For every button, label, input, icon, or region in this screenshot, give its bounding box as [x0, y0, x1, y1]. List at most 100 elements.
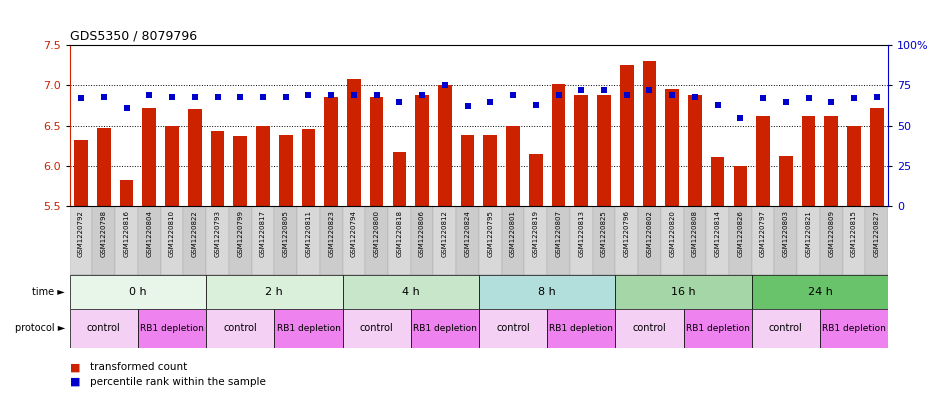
Text: RB1 depletion: RB1 depletion [413, 324, 477, 332]
Point [210, 94, 225, 100]
Bar [547, 309, 616, 348]
Bar [751, 275, 888, 309]
Bar [820, 309, 888, 348]
Text: GSM1220820: GSM1220820 [670, 210, 675, 257]
Bar [711, 157, 724, 206]
Bar [525, 206, 547, 275]
Point [256, 94, 271, 100]
Text: GSM1220803: GSM1220803 [783, 210, 789, 257]
Text: GSM1220792: GSM1220792 [78, 210, 84, 257]
Text: GSM1220827: GSM1220827 [874, 210, 880, 257]
Text: GSM1220809: GSM1220809 [829, 210, 834, 257]
Bar [206, 309, 274, 348]
Bar [847, 126, 861, 206]
Bar [74, 140, 88, 206]
Bar [575, 95, 588, 206]
Bar [188, 109, 202, 206]
Point [142, 92, 157, 98]
Point [392, 98, 406, 105]
Text: GSM1220798: GSM1220798 [100, 210, 107, 257]
Bar [797, 206, 820, 275]
Text: GSM1220815: GSM1220815 [851, 210, 857, 257]
Bar [229, 206, 252, 275]
Text: GSM1220808: GSM1220808 [692, 210, 698, 257]
Point [278, 94, 293, 100]
Bar [734, 166, 747, 206]
Point [733, 114, 748, 121]
Text: control: control [769, 323, 803, 333]
Bar [501, 206, 525, 275]
Point [483, 98, 498, 105]
Point [187, 94, 202, 100]
Bar [729, 206, 751, 275]
Text: 4 h: 4 h [402, 287, 419, 297]
Bar [529, 154, 542, 206]
Bar [484, 135, 498, 206]
Text: GSM1220814: GSM1220814 [714, 210, 721, 257]
Point [347, 92, 362, 98]
Bar [433, 206, 457, 275]
Text: GSM1220822: GSM1220822 [192, 210, 198, 257]
Bar [616, 309, 684, 348]
Bar [411, 309, 479, 348]
Bar [706, 206, 729, 275]
Bar [616, 206, 638, 275]
Bar [138, 309, 206, 348]
Point [119, 105, 134, 111]
Point [870, 94, 884, 100]
Text: RB1 depletion: RB1 depletion [550, 324, 613, 332]
Bar [115, 206, 138, 275]
Text: protocol ►: protocol ► [15, 323, 65, 333]
Bar [274, 206, 297, 275]
Bar [279, 135, 293, 206]
Bar [661, 206, 684, 275]
Text: 8 h: 8 h [538, 287, 556, 297]
Text: GSM1220818: GSM1220818 [396, 210, 403, 257]
Bar [751, 309, 820, 348]
Bar [320, 206, 342, 275]
Text: GSM1220806: GSM1220806 [419, 210, 425, 257]
Text: GSM1220824: GSM1220824 [465, 210, 471, 257]
Bar [297, 206, 320, 275]
Text: ■: ■ [70, 377, 80, 387]
Point [437, 82, 452, 88]
Point [551, 92, 566, 98]
Text: control: control [497, 323, 530, 333]
Bar [206, 206, 229, 275]
Text: 16 h: 16 h [671, 287, 696, 297]
Bar [665, 89, 679, 206]
Bar [347, 79, 361, 206]
Bar [342, 309, 411, 348]
Bar [551, 84, 565, 206]
Text: RB1 depletion: RB1 depletion [140, 324, 204, 332]
Bar [92, 206, 115, 275]
Bar [392, 152, 406, 206]
Bar [751, 206, 775, 275]
Text: GSM1220811: GSM1220811 [305, 210, 312, 257]
Text: GSM1220807: GSM1220807 [555, 210, 562, 257]
Bar [342, 275, 479, 309]
Text: GSM1220819: GSM1220819 [533, 210, 538, 257]
Point [97, 94, 112, 100]
Bar [370, 97, 383, 206]
Text: control: control [360, 323, 393, 333]
Bar [870, 108, 884, 206]
Text: GSM1220825: GSM1220825 [601, 210, 607, 257]
Text: 0 h: 0 h [129, 287, 147, 297]
Text: 2 h: 2 h [265, 287, 284, 297]
Text: GSM1220797: GSM1220797 [760, 210, 766, 257]
Bar [775, 206, 797, 275]
Bar [597, 95, 611, 206]
Bar [438, 85, 452, 206]
Bar [70, 275, 206, 309]
Point [846, 95, 861, 101]
Point [596, 87, 611, 94]
Point [574, 87, 589, 94]
Text: GSM1220817: GSM1220817 [260, 210, 266, 257]
Point [301, 92, 316, 98]
Text: GSM1220810: GSM1220810 [169, 210, 175, 257]
Text: GDS5350 / 8079796: GDS5350 / 8079796 [70, 29, 197, 42]
Bar [479, 309, 547, 348]
Bar [161, 206, 183, 275]
Bar [252, 206, 274, 275]
